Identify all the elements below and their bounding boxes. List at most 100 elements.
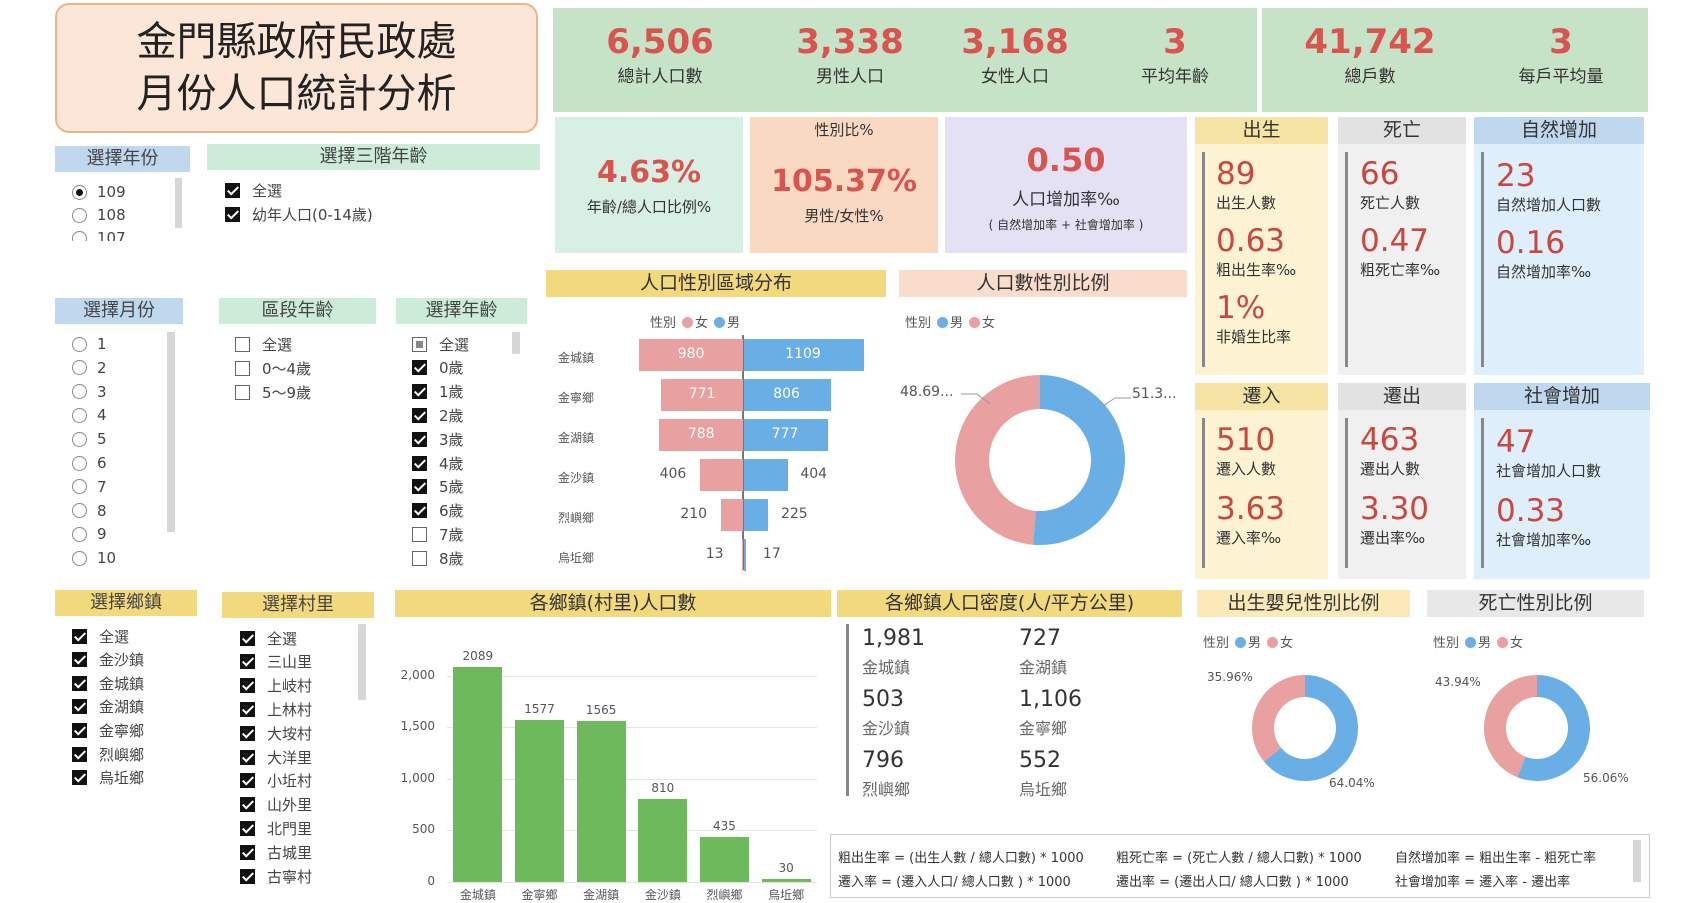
checkbox-icon[interactable] xyxy=(412,550,427,566)
checkbox-icon[interactable] xyxy=(235,336,250,352)
age-option[interactable]: 4歲 xyxy=(412,453,464,473)
village-option[interactable]: 上岐村 xyxy=(240,676,312,696)
village-option[interactable]: 三山里 xyxy=(240,652,312,672)
town-option[interactable]: 全選 xyxy=(72,626,129,646)
checkbox-checked-icon[interactable] xyxy=(240,630,255,646)
checkbox-checked-icon[interactable] xyxy=(412,431,427,447)
radio-selected-icon[interactable] xyxy=(72,184,87,200)
checkbox-checked-icon[interactable] xyxy=(412,455,427,471)
pyramid-male-bar xyxy=(744,539,746,571)
age-option[interactable]: 0歲 xyxy=(412,358,464,378)
checkbox-checked-icon[interactable] xyxy=(240,820,255,836)
checkbox-checked-icon[interactable] xyxy=(240,654,255,670)
formula-scrollbar[interactable] xyxy=(1633,840,1641,882)
age-option[interactable]: 5歲 xyxy=(412,477,464,497)
bar-gridline xyxy=(447,882,817,883)
year-option-109[interactable]: 109 xyxy=(72,182,126,202)
checkbox-checked-icon[interactable] xyxy=(72,722,87,738)
radio-icon[interactable] xyxy=(72,407,87,423)
month-option[interactable]: 2 xyxy=(72,358,107,378)
age-group-option-child[interactable]: 幼年人口(0-14歲) xyxy=(225,204,373,224)
radio-icon[interactable] xyxy=(72,479,87,495)
radio-icon[interactable] xyxy=(72,431,87,447)
checkbox-checked-icon[interactable] xyxy=(412,360,427,376)
radio-icon[interactable] xyxy=(72,207,87,223)
age-group-option-all[interactable]: 全選 xyxy=(225,180,282,200)
month-option[interactable]: 9 xyxy=(72,524,107,544)
month-option[interactable]: 10 xyxy=(72,548,116,568)
checkbox-checked-icon[interactable] xyxy=(225,182,240,198)
radio-icon[interactable] xyxy=(72,550,87,566)
year-slicer-scrollbar[interactable] xyxy=(175,178,182,228)
month-option[interactable]: 4 xyxy=(72,405,107,425)
age-option[interactable]: 7歲 xyxy=(412,524,464,544)
checkbox-checked-icon[interactable] xyxy=(72,628,87,644)
age-option[interactable]: 3歲 xyxy=(412,429,464,449)
town-option[interactable]: 金湖鎮 xyxy=(72,697,144,717)
age-option[interactable]: 1歲 xyxy=(412,382,464,402)
village-option[interactable]: 大洋里 xyxy=(240,747,312,767)
town-option[interactable]: 烈嶼鄉 xyxy=(72,744,144,764)
age-range-option-all[interactable]: 全選 xyxy=(235,334,292,354)
month-option[interactable]: 8 xyxy=(72,501,107,521)
month-option[interactable]: 1 xyxy=(72,334,107,354)
checkbox-icon[interactable] xyxy=(412,336,427,352)
checkbox-checked-icon[interactable] xyxy=(240,749,255,765)
checkbox-checked-icon[interactable] xyxy=(240,773,255,789)
checkbox-checked-icon[interactable] xyxy=(240,868,255,884)
village-option[interactable]: 古寧村 xyxy=(240,866,312,886)
year-option-108[interactable]: 108 xyxy=(72,205,126,225)
checkbox-checked-icon[interactable] xyxy=(412,503,427,519)
month-option[interactable]: 7 xyxy=(72,477,107,497)
checkbox-checked-icon[interactable] xyxy=(240,701,255,717)
checkbox-checked-icon[interactable] xyxy=(412,479,427,495)
checkbox-checked-icon[interactable] xyxy=(225,206,240,222)
month-option[interactable]: 3 xyxy=(72,382,107,402)
checkbox-checked-icon[interactable] xyxy=(240,725,255,741)
checkbox-checked-icon[interactable] xyxy=(72,699,87,715)
month-option[interactable]: 6 xyxy=(72,453,107,473)
checkbox-icon[interactable] xyxy=(235,384,250,400)
month-slicer-scrollbar[interactable] xyxy=(167,332,175,532)
radio-icon[interactable] xyxy=(72,230,87,241)
checkbox-checked-icon[interactable] xyxy=(72,770,87,786)
checkbox-icon[interactable] xyxy=(235,360,250,376)
village-option[interactable]: 全選 xyxy=(240,628,297,648)
age-option[interactable]: 全選 xyxy=(412,334,469,354)
checkbox-checked-icon[interactable] xyxy=(72,746,87,762)
checkbox-checked-icon[interactable] xyxy=(240,678,255,694)
radio-icon[interactable] xyxy=(72,526,87,542)
village-slicer-scrollbar[interactable] xyxy=(358,624,366,700)
radio-icon[interactable] xyxy=(72,360,87,376)
checkbox-checked-icon[interactable] xyxy=(72,675,87,691)
town-option[interactable]: 烏坵鄉 xyxy=(72,768,144,788)
town-option[interactable]: 金城鎮 xyxy=(72,673,144,693)
town-option[interactable]: 金沙鎮 xyxy=(72,650,144,670)
village-option[interactable]: 大垵村 xyxy=(240,723,312,743)
radio-icon[interactable] xyxy=(72,336,87,352)
age-slicer-scrollbar[interactable] xyxy=(512,332,520,354)
radio-icon[interactable] xyxy=(72,503,87,519)
checkbox-checked-icon[interactable] xyxy=(412,384,427,400)
checkbox-checked-icon[interactable] xyxy=(240,797,255,813)
village-option[interactable]: 古城里 xyxy=(240,842,312,862)
village-option[interactable]: 北門里 xyxy=(240,818,312,838)
village-option[interactable]: 山外里 xyxy=(240,795,312,815)
age-option[interactable]: 2歲 xyxy=(412,405,464,425)
year-option-107[interactable]: 107 xyxy=(72,228,126,241)
radio-icon[interactable] xyxy=(72,384,87,400)
age-option[interactable]: 6歲 xyxy=(412,501,464,521)
age-range-option-5-9[interactable]: 5～9歲 xyxy=(235,382,311,402)
town-option[interactable]: 金寧鄉 xyxy=(72,720,144,740)
checkbox-checked-icon[interactable] xyxy=(412,407,427,423)
checkbox-checked-icon[interactable] xyxy=(240,844,255,860)
village-option[interactable]: 小坵村 xyxy=(240,771,312,791)
age-option[interactable]: 8歲 xyxy=(412,548,464,568)
month-option[interactable]: 5 xyxy=(72,429,107,449)
village-option[interactable]: 上林村 xyxy=(240,699,312,719)
age-range-option-0-4[interactable]: 0～4歲 xyxy=(235,358,311,378)
checkbox-checked-icon[interactable] xyxy=(72,652,87,668)
radio-icon[interactable] xyxy=(72,455,87,471)
death-donut-header: 死亡性別比例 xyxy=(1427,590,1644,617)
checkbox-icon[interactable] xyxy=(412,526,427,542)
